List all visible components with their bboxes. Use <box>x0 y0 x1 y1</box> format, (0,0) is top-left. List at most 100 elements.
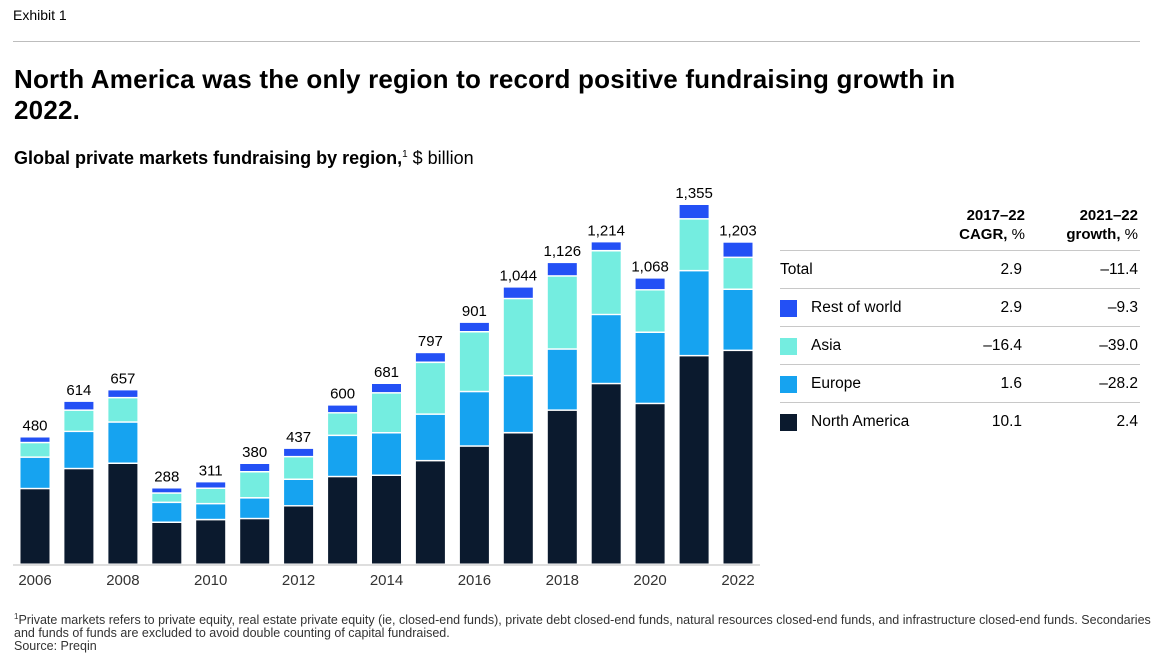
bar-asia-2010 <box>196 489 226 503</box>
total-label-2016: 901 <box>462 303 487 320</box>
bar-rest-of-world-2009 <box>152 488 182 493</box>
bar-asia-2017 <box>503 299 533 375</box>
row-growth: 2.4 <box>1116 413 1138 430</box>
bar-europe-2022 <box>723 290 753 350</box>
bar-asia-2020 <box>635 290 665 332</box>
stacked-bar-chart: 480 2006 614 657 2008 288 311 2010 380 437 2012 600… <box>13 185 760 589</box>
x-tick-label-2008: 2008 <box>106 572 139 589</box>
source-note: Source: Preqin <box>14 639 97 654</box>
header-growth: 2021–22 growth, % <box>1038 206 1138 244</box>
bar-asia-2015 <box>415 363 445 414</box>
bar-north-america-2009 <box>152 523 182 564</box>
bar-rest-of-world-2016 <box>459 322 489 331</box>
row-cagr: 10.1 <box>991 413 1022 430</box>
bar-rest-of-world-2006 <box>20 437 50 442</box>
bar-europe-2012 <box>284 480 314 506</box>
bar-asia-2021 <box>679 219 709 270</box>
total-label-2021: 1,355 <box>675 185 713 202</box>
total-label-2014: 681 <box>374 364 399 381</box>
row-divider <box>780 250 1140 251</box>
bar-asia-2019 <box>591 251 621 314</box>
footnote-text: Private markets refers to private equity… <box>14 613 1151 641</box>
bar-europe-2021 <box>679 271 709 355</box>
total-label-2006: 480 <box>22 418 47 435</box>
bar-europe-2009 <box>152 503 182 522</box>
bar-europe-2014 <box>372 433 401 475</box>
bar-north-america-2010 <box>196 520 226 564</box>
bar-north-america-2012 <box>284 506 314 564</box>
table-row-north-america: North America 10.1 2.4 <box>780 402 1140 440</box>
row-growth: –11.4 <box>1100 261 1138 278</box>
bar-europe-2016 <box>459 392 489 446</box>
header-cagr-period: 2017–22 <box>966 207 1025 224</box>
exhibit-label: Exhibit 1 <box>13 7 67 23</box>
bar-rest-of-world-2012 <box>284 448 314 456</box>
bar-asia-2007 <box>64 410 94 431</box>
legend-swatch-europe <box>780 376 797 393</box>
x-tick-label-2014: 2014 <box>370 572 403 589</box>
header-cagr-unit: % <box>1007 226 1025 243</box>
total-label-2018: 1,126 <box>544 243 582 260</box>
bar-europe-2020 <box>635 333 665 403</box>
total-label-2007: 614 <box>66 382 91 399</box>
bar-north-america-2006 <box>20 489 50 564</box>
legend-swatch-asia <box>780 338 797 355</box>
bar-europe-2008 <box>108 422 138 463</box>
subtitle-unit: $ billion <box>407 148 474 168</box>
bar-asia-2013 <box>328 413 358 435</box>
row-growth: –9.3 <box>1107 299 1138 316</box>
bar-rest-of-world-2013 <box>328 405 358 413</box>
header-growth-period: 2021–22 <box>1079 207 1138 224</box>
bar-rest-of-world-2014 <box>372 384 401 393</box>
bar-north-america-2016 <box>459 446 489 564</box>
row-label: Asia <box>811 337 842 354</box>
x-tick-label-2016: 2016 <box>458 572 491 589</box>
bar-europe-2017 <box>503 376 533 432</box>
bar-north-america-2022 <box>723 351 753 564</box>
row-label: North America <box>811 413 910 430</box>
x-tick-label-2022: 2022 <box>721 572 754 589</box>
bar-europe-2011 <box>240 498 270 518</box>
headline: North America was the only region to rec… <box>14 64 956 125</box>
bar-asia-2006 <box>20 443 50 457</box>
bar-asia-2011 <box>240 472 270 497</box>
table-row-asia: Asia –16.4 –39.0 <box>780 326 1140 364</box>
row-label: Europe <box>811 375 861 392</box>
footnote: 1Private markets refers to private equit… <box>14 610 1154 653</box>
total-label-2010: 311 <box>199 462 223 479</box>
bar-north-america-2011 <box>240 519 270 564</box>
subtitle-main: Global private markets fundraising by re… <box>14 148 403 168</box>
x-tick-label-2020: 2020 <box>633 572 666 589</box>
total-label-2008: 657 <box>110 370 135 387</box>
bar-europe-2015 <box>415 414 445 460</box>
total-label-2011: 380 <box>242 444 267 461</box>
bar-rest-of-world-2007 <box>64 401 94 410</box>
bar-asia-2012 <box>284 457 314 479</box>
header-cagr-label: CAGR, <box>959 226 1008 243</box>
total-label-2013: 600 <box>330 386 355 403</box>
bar-europe-2013 <box>328 436 358 476</box>
row-divider <box>780 326 1140 327</box>
bar-rest-of-world-2011 <box>240 464 270 471</box>
legend-swatch-rest-of-world <box>780 300 797 317</box>
total-label-2009: 288 <box>154 469 179 486</box>
subtitle-footnote-mark: 1 <box>402 149 408 160</box>
bar-north-america-2013 <box>328 477 358 564</box>
bar-europe-2006 <box>20 457 50 488</box>
row-label: Total <box>780 261 813 278</box>
bar-north-america-2014 <box>372 476 401 564</box>
bar-north-america-2021 <box>679 356 709 564</box>
bar-europe-2019 <box>591 315 621 383</box>
header-growth-label: growth, <box>1066 226 1121 243</box>
bar-north-america-2019 <box>591 384 621 564</box>
row-divider <box>780 288 1140 289</box>
total-label-2015: 797 <box>418 333 443 350</box>
row-divider <box>780 364 1140 365</box>
chart-subtitle: Global private markets fundraising by re… <box>14 148 474 169</box>
row-cagr: –16.4 <box>983 337 1022 354</box>
bar-rest-of-world-2021 <box>679 205 709 219</box>
bar-asia-2014 <box>372 393 401 432</box>
total-label-2020: 1,068 <box>631 259 669 276</box>
bar-asia-2018 <box>547 276 577 349</box>
bar-europe-2018 <box>547 349 577 410</box>
